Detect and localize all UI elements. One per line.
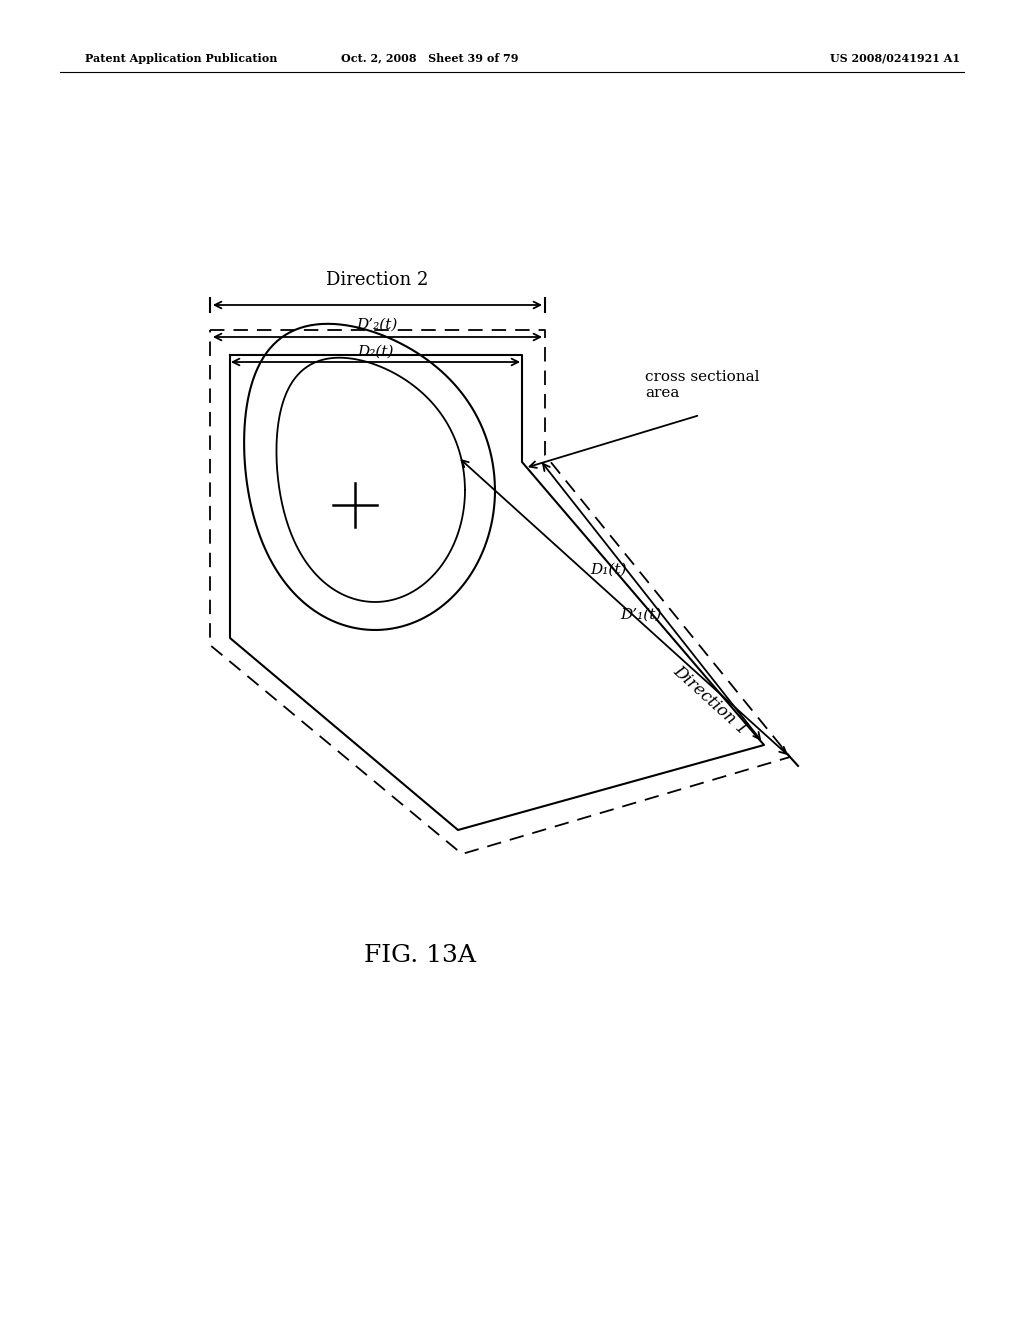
Text: Direction 2: Direction 2: [326, 271, 428, 289]
Text: D₁(t): D₁(t): [590, 564, 627, 577]
Text: Oct. 2, 2008   Sheet 39 of 79: Oct. 2, 2008 Sheet 39 of 79: [341, 53, 519, 63]
Text: FIG. 13A: FIG. 13A: [364, 944, 476, 966]
Text: US 2008/0241921 A1: US 2008/0241921 A1: [830, 53, 961, 63]
Text: D₂(t): D₂(t): [356, 345, 393, 359]
Text: D’₂(t): D’₂(t): [356, 318, 397, 333]
Text: cross sectional
area: cross sectional area: [645, 370, 760, 400]
Text: Patent Application Publication: Patent Application Publication: [85, 53, 278, 63]
Text: D’₁(t): D’₁(t): [620, 609, 662, 622]
Text: Direction 1: Direction 1: [670, 663, 751, 738]
